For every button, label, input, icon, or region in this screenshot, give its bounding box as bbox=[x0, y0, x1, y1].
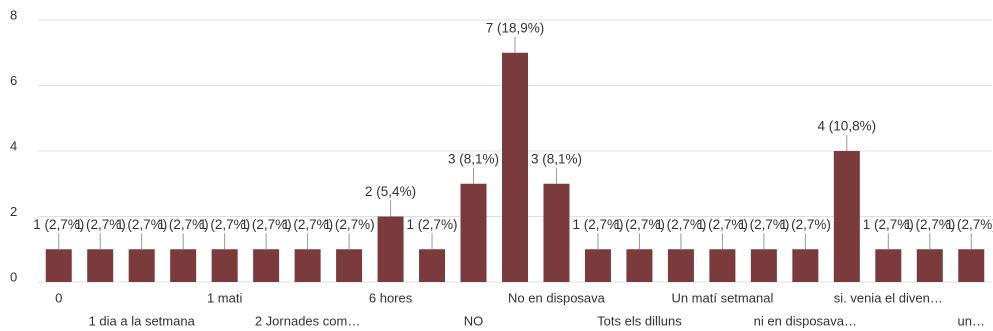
value-label: 1 (2,7%) bbox=[75, 217, 126, 232]
value-label: 1 (2,7%) bbox=[697, 217, 748, 232]
value-label: 3 (8,1%) bbox=[448, 151, 499, 166]
value-label: 7 (18,9%) bbox=[486, 20, 545, 35]
x-tick-label: 2 Jornades com… bbox=[255, 313, 361, 328]
value-label: 1 (2,7%) bbox=[738, 217, 789, 232]
value-label: 1 (2,7%) bbox=[282, 217, 333, 232]
bar bbox=[667, 249, 694, 282]
bar bbox=[875, 249, 902, 282]
value-label: 1 (2,7%) bbox=[116, 217, 167, 232]
x-tick-label: un… bbox=[958, 313, 985, 328]
bar bbox=[170, 249, 197, 282]
value-label: 1 (2,7%) bbox=[158, 217, 209, 232]
bar bbox=[128, 249, 155, 282]
value-label: 1 (2,7%) bbox=[863, 217, 914, 232]
value-label: 1 (2,7%) bbox=[655, 217, 706, 232]
value-label: 1 (2,7%) bbox=[324, 217, 375, 232]
x-tick-label: 1 dia a la setmana bbox=[89, 313, 196, 328]
value-label: 4 (10,8%) bbox=[818, 119, 877, 134]
bar bbox=[419, 249, 446, 282]
y-tick-label: 4 bbox=[10, 138, 17, 153]
bar bbox=[750, 249, 777, 282]
x-tick-label: Tots els dilluns bbox=[597, 313, 682, 328]
bar bbox=[626, 249, 653, 282]
bar bbox=[377, 216, 404, 282]
value-label: 1 (2,7%) bbox=[614, 217, 665, 232]
y-tick-label: 2 bbox=[10, 204, 17, 219]
bar bbox=[294, 249, 321, 282]
bar bbox=[958, 249, 985, 282]
y-tick-label: 8 bbox=[10, 7, 17, 22]
x-tick-label: si. venia el diven… bbox=[834, 290, 943, 305]
bar bbox=[916, 249, 943, 282]
bar bbox=[211, 249, 238, 282]
value-label: 1 (2,7%) bbox=[572, 217, 623, 232]
value-label: 1 (2,7%) bbox=[904, 217, 955, 232]
bar bbox=[502, 52, 528, 282]
x-tick-label: No en disposava bbox=[508, 290, 606, 305]
bar bbox=[792, 249, 819, 282]
x-tick-label: ni en disposava… bbox=[754, 313, 857, 328]
x-tick-label: NO bbox=[464, 313, 484, 328]
bar bbox=[45, 249, 72, 282]
bar bbox=[87, 249, 114, 282]
value-label: 1 (2,7%) bbox=[241, 217, 292, 232]
y-tick-label: 0 bbox=[10, 269, 17, 284]
x-tick-label: 0 bbox=[55, 290, 62, 305]
bar bbox=[543, 183, 570, 282]
bar bbox=[253, 249, 280, 282]
value-label: 1 (2,7%) bbox=[199, 217, 250, 232]
y-tick-label: 6 bbox=[10, 73, 17, 88]
value-label: 2 (5,4%) bbox=[365, 184, 416, 199]
bar bbox=[584, 249, 611, 282]
value-label: 1 (2,7%) bbox=[946, 217, 993, 232]
value-label: 3 (8,1%) bbox=[531, 151, 582, 166]
bar bbox=[833, 151, 860, 282]
x-tick-label: 6 hores bbox=[369, 290, 413, 305]
value-label: 1 (2,7%) bbox=[780, 217, 831, 232]
bar bbox=[709, 249, 736, 282]
bar bbox=[336, 249, 363, 282]
value-label: 1 (2,7%) bbox=[407, 217, 458, 232]
bar bbox=[460, 183, 487, 282]
x-tick-label: Un matí setmanal bbox=[671, 290, 773, 305]
x-tick-label: 1 mati bbox=[207, 290, 243, 305]
value-label: 1 (2,7%) bbox=[33, 217, 84, 232]
